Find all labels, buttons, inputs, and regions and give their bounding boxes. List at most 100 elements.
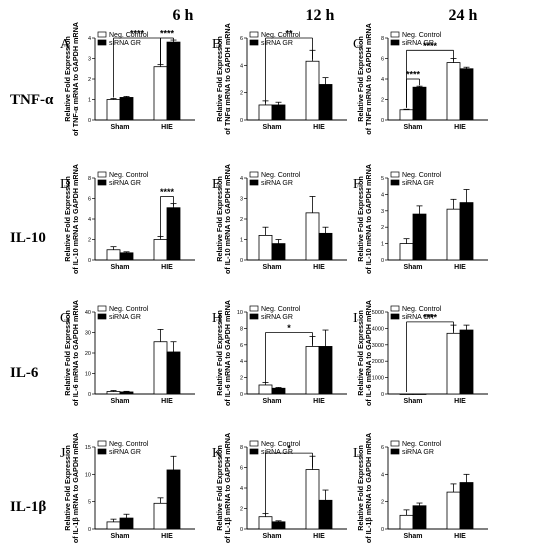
x-category-label: HIE (454, 264, 466, 271)
bar-hie-sirna-gr (318, 232, 333, 261)
legend-swatch-sirna-gr (249, 179, 259, 186)
column-header-24h: 24 h (449, 7, 478, 24)
legend-label: siRNA GR (261, 180, 293, 187)
y-tick-label: 1 (88, 98, 91, 104)
legend-label: siRNA GR (261, 449, 293, 456)
column-header-6h: 6 h (173, 7, 194, 24)
y-tick-label: 6 (240, 343, 243, 349)
y-tick-label: 8 (240, 445, 243, 451)
panel-letter: I (353, 311, 358, 326)
x-category-label: HIE (161, 264, 173, 271)
y-axis-title-line: Relative Fold Expression (215, 36, 224, 121)
y-tick-label: 40 (85, 310, 91, 316)
y-axis-title-line: Relative Fold Expression (63, 310, 72, 395)
significance-stars: **** (160, 29, 175, 39)
legend-swatch-neg-control (390, 31, 400, 38)
row-header-il10: IL-10 (10, 230, 46, 246)
y-tick-label: 2 (88, 77, 91, 83)
x-category-label: HIE (454, 124, 466, 131)
y-axis-title-line: of TNFα mRNA to GAPDH mRNA (223, 23, 232, 135)
bar-hie-neg-control (446, 208, 461, 261)
y-tick-label: 6 (240, 466, 243, 472)
y-axis-title: Relative Fold Expressionof IL-1β mRNA to… (215, 433, 232, 543)
bar-sham-sirna-gr (412, 505, 427, 530)
y-tick-label: 20 (85, 351, 91, 357)
legend-label: Neg. Control (402, 32, 442, 39)
bar-sham-sirna-gr (412, 86, 427, 121)
y-tick-label: 2000 (372, 359, 384, 365)
x-category-label: Sham (110, 533, 129, 540)
y-tick-label: 0 (88, 258, 91, 264)
x-category-label: Sham (110, 398, 129, 405)
legend-label: Neg. Control (109, 172, 149, 179)
x-category-label: Sham (110, 124, 129, 131)
legend-swatch-neg-control (97, 171, 107, 178)
bar-sham-neg-control (399, 109, 414, 121)
legend-swatch-sirna-gr (97, 448, 107, 455)
x-category-label: HIE (454, 398, 466, 405)
y-tick-label: 5 (381, 176, 384, 182)
panel-letter: E (212, 177, 221, 192)
bar-hie-neg-control (305, 346, 320, 395)
legend-swatch-neg-control (249, 440, 259, 447)
bar-hie-sirna-gr (459, 329, 474, 395)
panel-letter: F (353, 177, 361, 192)
legend-swatch-neg-control (249, 31, 259, 38)
y-axis-title: Relative Fold Expressionof IL-1β mRNA to… (356, 433, 373, 543)
panel-letter: J (60, 446, 66, 461)
significance-stars: **** (406, 70, 421, 80)
x-category-label: HIE (313, 533, 325, 540)
bar-hie-neg-control (153, 66, 168, 121)
bar-sham-neg-control (106, 99, 121, 121)
column-header-12h: 12 h (306, 7, 335, 24)
y-tick-label: 5000 (372, 310, 384, 316)
significance-stars: * (287, 444, 291, 454)
bar-sham-sirna-gr (271, 104, 286, 121)
panel-letter: K (212, 446, 222, 461)
bar-hie-neg-control (153, 341, 168, 395)
bar-sham-neg-control (106, 521, 121, 530)
legend-label: siRNA GR (261, 314, 293, 321)
y-axis-title-line: Relative Fold Expression (356, 36, 365, 121)
y-tick-label: 4 (240, 486, 243, 492)
y-tick-label: 4 (88, 217, 91, 223)
y-tick-label: 3 (88, 57, 91, 63)
legend-label: siRNA GR (109, 449, 141, 456)
bar-hie-neg-control (305, 212, 320, 261)
y-axis-title: Relative Fold Expressionof IL-10 mRNA to… (63, 164, 80, 274)
legend-swatch-sirna-gr (249, 313, 259, 320)
y-axis-title-line: of IL-10 mRNA to GAPDH mRNA (71, 164, 80, 274)
legend-label: siRNA GR (402, 40, 434, 47)
y-axis-title-line: of IL-1β mRNA to GAPDH mRNA (223, 433, 232, 543)
row-header-tnf: TNF-α (10, 92, 54, 108)
bar-hie-neg-control (305, 60, 320, 121)
y-tick-label: 4 (381, 192, 384, 198)
y-axis-title-line: of IL-10 mRNA to GAPDH mRNA (364, 164, 373, 274)
bar-hie-sirna-gr (459, 202, 474, 261)
y-axis-title-line: Relative Fold Expression (356, 310, 365, 395)
bar-hie-sirna-gr (166, 207, 181, 261)
y-tick-label: 4 (240, 63, 243, 69)
bar-hie-sirna-gr (459, 68, 474, 121)
bar-sham-sirna-gr (119, 97, 134, 121)
bar-sham-neg-control (258, 104, 273, 121)
row-header-il1b: IL-1β (10, 499, 46, 515)
y-tick-label: 3 (381, 209, 384, 215)
bar-sham-neg-control (258, 234, 273, 261)
y-axis-title-line: of IL-10 mRNA to GAPDH mRNA (223, 164, 232, 274)
panel-letter: C (353, 37, 362, 52)
bar-sham-neg-control (399, 243, 414, 261)
bar-hie-neg-control (153, 239, 168, 261)
bar-sham-neg-control (106, 249, 121, 261)
y-axis-title: Relative Fold Expressionof TNF-α mRNA to… (63, 22, 80, 136)
y-tick-label: 10 (85, 472, 91, 478)
y-tick-label: 6 (381, 445, 384, 451)
bar-sham-neg-control (399, 514, 414, 530)
y-axis-title-line: Relative Fold Expression (215, 445, 224, 530)
